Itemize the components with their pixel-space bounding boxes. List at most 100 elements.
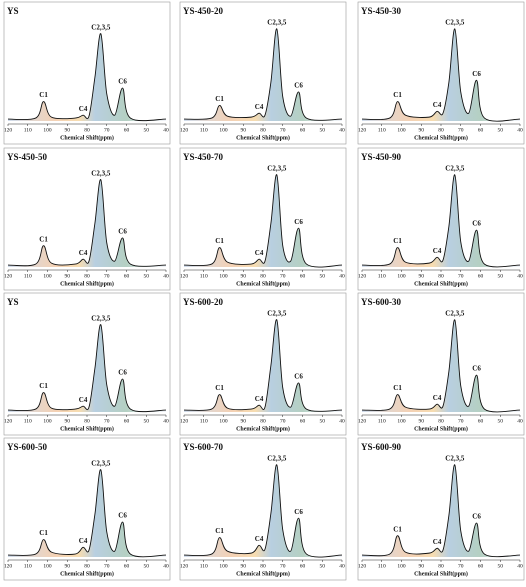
x-tick-label: 110 [24, 273, 32, 279]
x-tick-label: 90 [241, 273, 247, 279]
panel: YS-450-50 120 110 100 90 80 70 60 50 40 Chemical S… [3, 147, 171, 291]
panel: YS-450-20 120 110 100 90 80 70 60 50 40 Chemical S… [179, 1, 347, 145]
x-tick-label: 110 [378, 563, 386, 569]
x-tick-label: 120 [4, 273, 13, 279]
spectrum-line [361, 28, 521, 122]
peak-label: C2,3,5 [267, 18, 287, 26]
peak-label: C4 [433, 101, 442, 109]
spectrum-line [7, 33, 167, 122]
x-tick-label: 50 [498, 563, 504, 569]
peak-label: C6 [472, 513, 481, 521]
spectrum-line [361, 174, 521, 268]
peak-label: C6 [472, 220, 481, 228]
x-tick-label: 60 [124, 127, 130, 133]
x-tick-label: 40 [163, 127, 169, 133]
peak-label: C2,3,5 [267, 454, 287, 462]
x-tick-label: 50 [498, 273, 504, 279]
peak-label: C6 [472, 365, 481, 373]
x-tick-label: 90 [65, 273, 71, 279]
x-tick-label: 120 [180, 127, 189, 133]
x-tick-label: 100 [397, 563, 406, 569]
x-tick-label: 90 [65, 127, 71, 133]
x-tick-label: 60 [124, 273, 130, 279]
x-tick-label: 110 [378, 273, 386, 279]
x-tick-label: 70 [104, 273, 110, 279]
panel-frame [3, 147, 171, 291]
peak-label: C4 [79, 105, 88, 113]
x-tick-label: 100 [43, 273, 52, 279]
peak-label: C4 [433, 394, 442, 402]
x-tick-label: 80 [438, 127, 444, 133]
x-tick-label: 40 [163, 273, 169, 279]
panel-title: YS-600-20 [183, 297, 223, 307]
x-tick-label: 120 [358, 127, 367, 133]
peak-label: C2,3,5 [445, 164, 465, 172]
x-tick-label: 50 [144, 273, 150, 279]
x-tick-label: 120 [180, 563, 189, 569]
x-tick-label: 70 [104, 418, 110, 424]
x-tick-label: 70 [280, 563, 286, 569]
panel-frame [179, 147, 347, 291]
spectrum-area [184, 464, 342, 558]
x-tick-label: 70 [280, 418, 286, 424]
peak-label: C4 [255, 395, 264, 403]
x-tick-label: 50 [144, 563, 150, 569]
peak-label: C2,3,5 [91, 314, 111, 322]
peak-label: C2,3,5 [445, 309, 465, 317]
spectrum-line [183, 319, 343, 412]
x-tick-label: 80 [438, 563, 444, 569]
peak-label: C4 [79, 537, 88, 545]
peak-label: C2,3,5 [445, 18, 465, 26]
x-tick-label: 40 [339, 563, 345, 569]
x-tick-label: 80 [438, 418, 444, 424]
peak-label: C1 [215, 95, 224, 103]
x-tick-label: 100 [43, 418, 52, 424]
x-axis-label: Chemical Shift(ppm) [60, 280, 114, 287]
x-axis-label: Chemical Shift(ppm) [60, 134, 114, 141]
panel-frame [3, 292, 171, 436]
x-tick-label: 70 [280, 127, 286, 133]
x-tick-label: 50 [144, 418, 150, 424]
panel-title: YS-600-90 [361, 442, 401, 452]
peak-label: C2,3,5 [91, 169, 111, 177]
peak-label: C1 [39, 91, 48, 99]
panel: YS-600-90 120 110 100 90 80 70 60 50 40 Chemical S… [357, 437, 525, 581]
x-tick-label: 80 [438, 273, 444, 279]
x-tick-label: 50 [320, 418, 326, 424]
x-axis-label: Chemical Shift(ppm) [414, 425, 468, 432]
x-tick-label: 90 [419, 563, 425, 569]
x-tick-label: 110 [24, 418, 32, 424]
peak-label: C4 [433, 538, 442, 546]
x-tick-label: 60 [478, 563, 484, 569]
peak-label: C1 [393, 237, 402, 245]
panel-frame [357, 147, 525, 291]
x-tick-label: 60 [124, 563, 130, 569]
panel: YS-600-70 120 110 100 90 80 70 60 50 40 Chemical S… [179, 437, 347, 581]
peak-label: C6 [294, 373, 303, 381]
x-tick-label: 80 [84, 127, 90, 133]
peak-label: C1 [39, 529, 48, 537]
x-tick-label: 70 [458, 418, 464, 424]
x-tick-label: 100 [397, 418, 406, 424]
x-tick-label: 50 [498, 127, 504, 133]
x-tick-label: 100 [43, 127, 52, 133]
spectrum-line [7, 324, 167, 413]
peak-label: C6 [472, 70, 481, 78]
x-tick-label: 60 [478, 273, 484, 279]
peak-label: C6 [118, 228, 127, 236]
x-tick-label: 80 [260, 127, 266, 133]
x-tick-label: 120 [358, 563, 367, 569]
x-tick-label: 90 [241, 418, 247, 424]
x-tick-label: 60 [478, 418, 484, 424]
x-tick-label: 110 [378, 418, 386, 424]
panel-title: YS-450-30 [361, 6, 401, 16]
x-tick-label: 40 [163, 563, 169, 569]
panel-title: YS-600-30 [361, 297, 401, 307]
x-tick-label: 100 [219, 563, 228, 569]
x-tick-label: 110 [24, 127, 32, 133]
x-tick-label: 120 [358, 273, 367, 279]
x-axis-label: Chemical Shift(ppm) [236, 570, 290, 577]
x-tick-label: 60 [478, 127, 484, 133]
x-tick-label: 110 [200, 127, 208, 133]
